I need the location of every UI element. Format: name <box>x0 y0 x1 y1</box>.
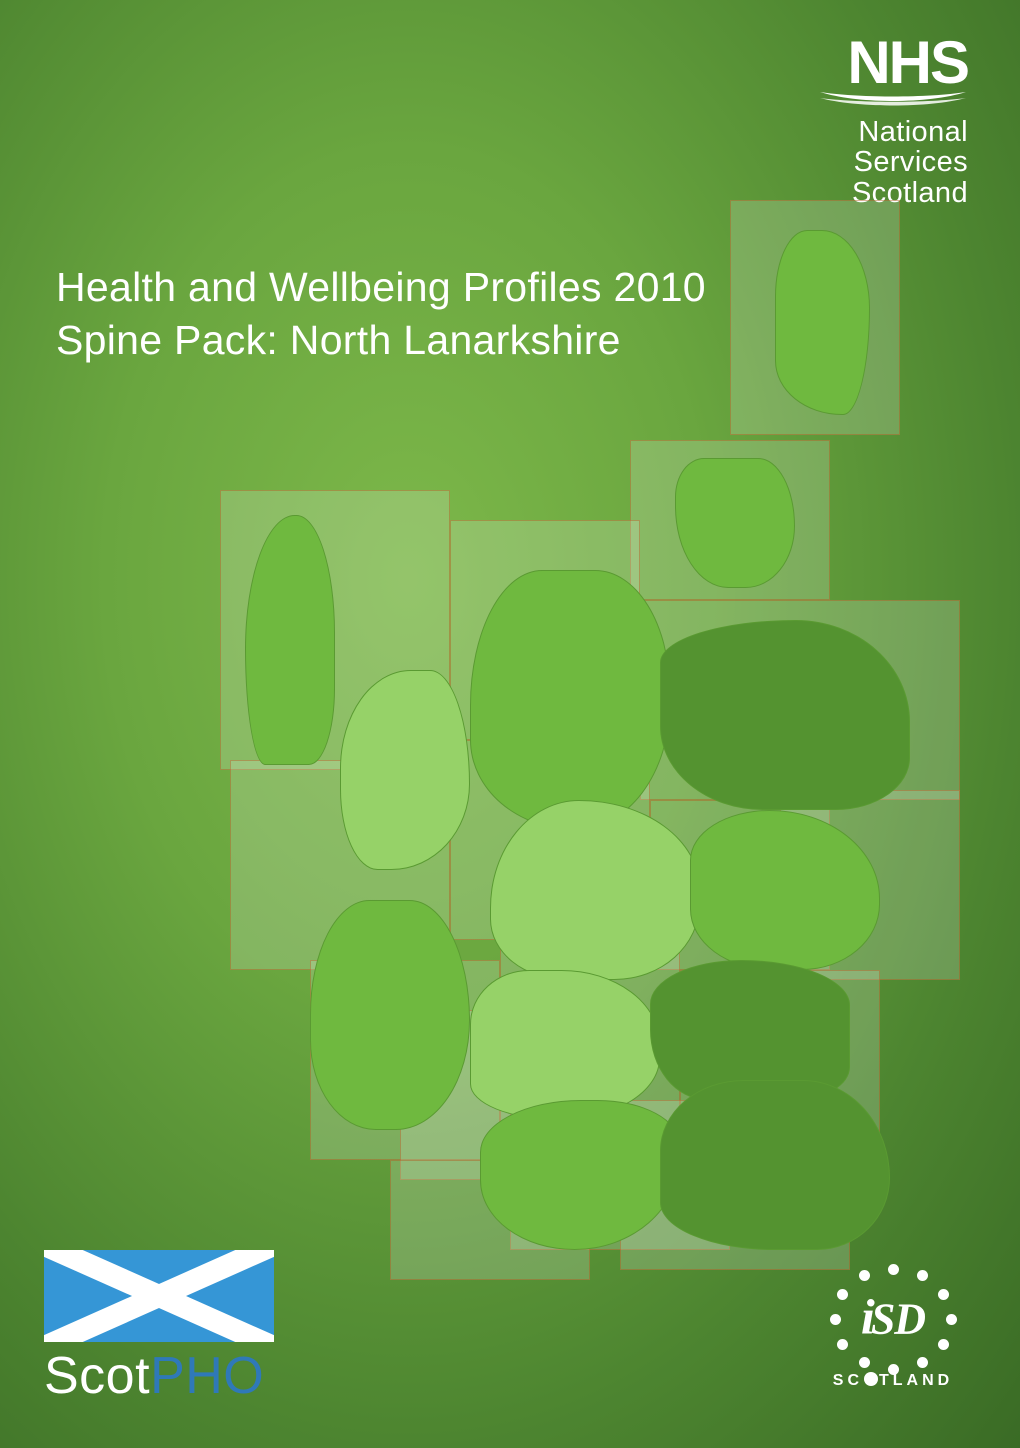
landmass-grampian <box>660 620 910 810</box>
isd-sub-suffix: TLAND <box>879 1372 953 1389</box>
landmass-argyll <box>310 900 470 1130</box>
isd-ring-dot <box>888 1364 899 1375</box>
landmass-central <box>470 970 660 1120</box>
isd-subtext: SC TLAND <box>818 1372 968 1390</box>
landmass-shetland <box>775 230 870 415</box>
isd-ring-dot <box>888 1264 899 1275</box>
landmass-lothian-fife <box>650 960 850 1100</box>
landmass-borders-dg <box>660 1080 890 1250</box>
globe-icon <box>864 1372 878 1386</box>
isd-scotland-logo: iSD SC TLAND <box>818 1264 968 1390</box>
nhs-sub-2: Services <box>818 147 968 177</box>
isd-ring-dot <box>917 1270 928 1281</box>
isd-ring-dot <box>830 1314 841 1325</box>
isd-ring-dot <box>946 1314 957 1325</box>
scotpho-logo: ScotPHO <box>44 1250 274 1406</box>
scotpho-scot: Scot <box>44 1347 150 1405</box>
isd-sub-prefix: SC <box>833 1372 863 1389</box>
isd-ring-dot <box>859 1357 870 1368</box>
isd-dot-ring-icon: iSD <box>833 1264 953 1374</box>
saltire-flag-icon <box>44 1250 274 1342</box>
isd-ring-dot <box>917 1357 928 1368</box>
isd-ring-dot <box>938 1339 949 1350</box>
scotpho-wordmark: ScotPHO <box>44 1346 274 1406</box>
nhs-sub-1: National <box>818 117 968 147</box>
isd-ring-dot <box>837 1339 848 1350</box>
scotpho-pho: PHO <box>150 1347 264 1405</box>
nhs-logo: NHS National Services Scotland <box>818 36 968 208</box>
isd-ring-dot <box>859 1270 870 1281</box>
isd-letters: iSD <box>861 1288 925 1346</box>
landmass-skye-lochalsh <box>340 670 470 870</box>
landmass-orkney <box>675 458 795 588</box>
isd-ring-dot <box>938 1289 949 1300</box>
nhs-swoosh-icon <box>818 88 968 106</box>
isd-ring-dot <box>837 1289 848 1300</box>
scotland-map <box>140 200 960 1360</box>
landmass-highland-north <box>470 570 670 830</box>
nhs-mark: NHS <box>818 36 968 90</box>
